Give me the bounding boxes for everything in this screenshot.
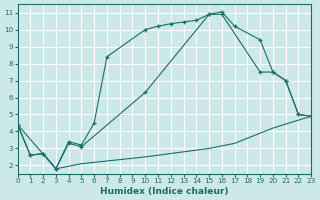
X-axis label: Humidex (Indice chaleur): Humidex (Indice chaleur) <box>100 187 229 196</box>
